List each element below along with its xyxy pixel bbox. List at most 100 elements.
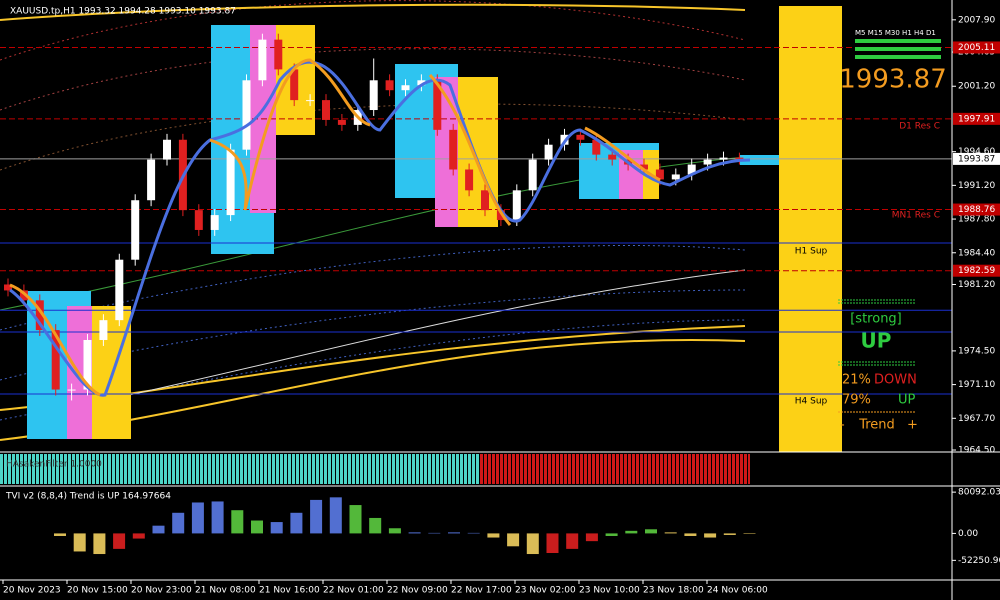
candle-body xyxy=(687,164,696,175)
envelope-bands xyxy=(0,0,746,421)
histogram-bar xyxy=(211,501,224,534)
candle-body xyxy=(544,144,553,160)
histogram-bar xyxy=(152,525,165,534)
hma-line xyxy=(9,60,751,397)
histogram-bar xyxy=(54,533,66,536)
histogram-bar xyxy=(251,520,263,534)
indicator-title: TVI v2 (8,8,4) Trend is UP 164.97664 xyxy=(5,492,171,502)
histogram-bar xyxy=(625,530,638,534)
candle-body xyxy=(67,389,76,391)
histogram-bar xyxy=(566,533,579,549)
histogram-bar xyxy=(605,533,618,536)
trend-word: Trend xyxy=(858,418,895,433)
candle-body xyxy=(640,164,648,170)
y-tick-label: 1981.20 xyxy=(958,280,995,290)
level-tag xyxy=(953,152,1000,165)
candle-body xyxy=(576,134,585,140)
x-tick-label: 23 Nov 02:00 xyxy=(515,586,576,596)
candle-body xyxy=(226,149,235,216)
candle-body xyxy=(655,169,664,180)
direction: UP xyxy=(861,329,892,353)
candle-body xyxy=(51,330,60,390)
histogram-bar xyxy=(231,510,244,534)
candle-body xyxy=(194,210,203,230)
candle-body xyxy=(322,100,330,120)
x-tick-label: 20 Nov 2023 xyxy=(3,586,61,596)
timeframe-grid xyxy=(855,39,941,59)
level-label: 1993.87 xyxy=(958,154,995,164)
histogram-bar xyxy=(369,517,382,534)
candle-body xyxy=(4,284,12,291)
down-word: DOWN xyxy=(874,373,917,388)
histogram-bar xyxy=(349,505,362,534)
upper-band xyxy=(0,3,746,21)
histogram-bar xyxy=(645,529,657,534)
x-tick-label: 20 Nov 15:00 xyxy=(67,586,128,596)
candle-body xyxy=(512,190,521,221)
histogram-bar xyxy=(507,533,520,547)
histogram-bar xyxy=(743,533,756,534)
y-tick-label: 80092.038 xyxy=(958,488,1000,498)
candle-body xyxy=(735,157,744,159)
x-tick-label: 20 Nov 23:00 xyxy=(131,586,192,596)
strength: [strong] xyxy=(850,312,902,327)
candle-body xyxy=(671,174,680,180)
histogram-bar xyxy=(270,522,283,534)
candle-body xyxy=(401,85,410,91)
histogram-bar xyxy=(585,533,598,542)
x-tick-label: 22 Nov 09:00 xyxy=(387,586,448,596)
candle-body xyxy=(719,157,728,160)
level-label: H4 Sup xyxy=(795,397,828,407)
up-percent: 79% xyxy=(842,393,871,408)
candle-body xyxy=(449,129,458,170)
candle-body xyxy=(369,80,378,111)
candle-body xyxy=(290,69,299,101)
ma-line xyxy=(9,58,661,397)
candle-body xyxy=(163,139,171,160)
candle-body xyxy=(481,190,489,211)
candle-body xyxy=(258,39,267,81)
candle-body xyxy=(83,339,92,390)
level-label: H1 Sup xyxy=(795,247,828,257)
level-tag xyxy=(953,264,1000,277)
histogram-bar xyxy=(467,532,480,534)
y-tick-label: 1984.40 xyxy=(958,248,995,258)
candle-body xyxy=(131,200,140,260)
candle-body xyxy=(210,215,219,230)
y-tick-label: 1971.10 xyxy=(958,380,995,390)
candle-body xyxy=(592,139,601,155)
x-tick-label: 23 Nov 10:00 xyxy=(579,586,640,596)
y-tick-label: 1991.20 xyxy=(958,181,995,191)
down-percent: 21% xyxy=(842,373,871,388)
candle-body xyxy=(115,259,124,321)
trend-minus: - xyxy=(840,418,845,433)
x-tick-label: 21 Nov 16:00 xyxy=(259,586,320,596)
up-word: UP xyxy=(898,393,916,408)
candle-body xyxy=(19,290,28,301)
x-tick-label: 22 Nov 01:00 xyxy=(323,586,384,596)
level-label: 1988.76 xyxy=(958,205,995,215)
candle-body xyxy=(417,80,426,86)
histogram-bar xyxy=(526,533,539,555)
histogram-bar xyxy=(172,512,185,534)
histogram-bar xyxy=(428,532,441,534)
level-label: 2005.11 xyxy=(958,43,995,53)
y-tick-label: 1964.50 xyxy=(958,446,995,456)
candle-body xyxy=(99,320,108,340)
level-label: D1 Res C xyxy=(899,122,940,132)
y-tick-label: 1974.50 xyxy=(958,346,995,356)
x-tick-label: 23 Nov 18:00 xyxy=(643,586,704,596)
filter-bars xyxy=(0,454,480,484)
y-tick-label: 1994.60 xyxy=(958,147,995,157)
candle-body xyxy=(608,154,617,160)
histogram-bar xyxy=(290,512,303,534)
candle-body xyxy=(385,80,394,91)
candle-body xyxy=(147,159,156,201)
candle-body xyxy=(337,119,346,125)
level-tag xyxy=(953,203,1000,216)
y-tick-label: 0.00 xyxy=(958,529,978,539)
histogram-bar xyxy=(684,533,697,536)
